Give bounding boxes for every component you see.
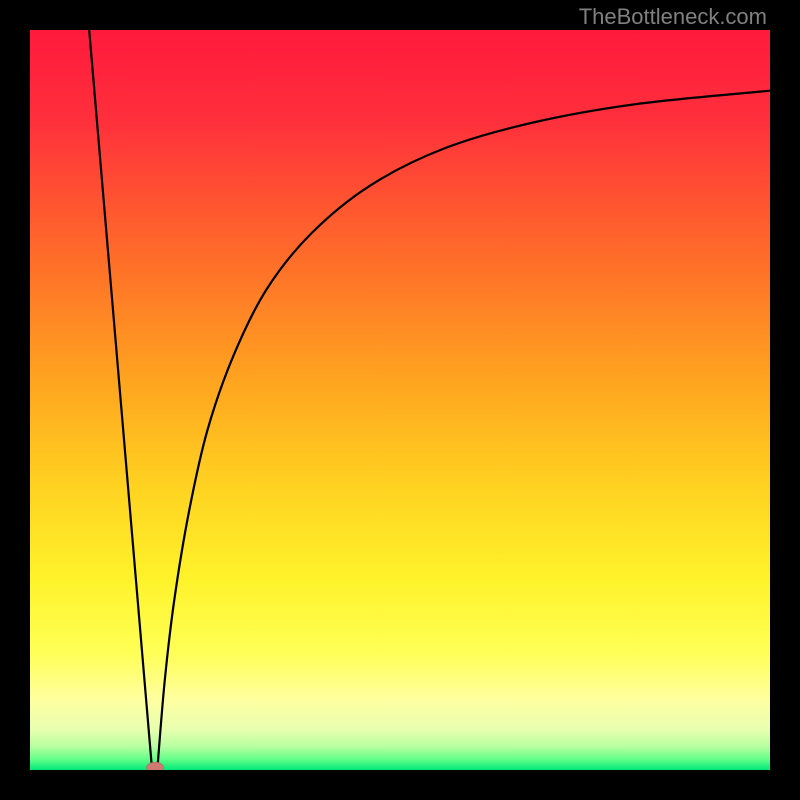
curve-layer — [30, 30, 770, 770]
plot-area — [30, 30, 770, 770]
min-marker — [147, 762, 164, 770]
bottleneck-curve — [89, 30, 770, 770]
watermark-text: TheBottleneck.com — [579, 4, 767, 30]
chart-stage: TheBottleneck.com — [0, 0, 800, 800]
